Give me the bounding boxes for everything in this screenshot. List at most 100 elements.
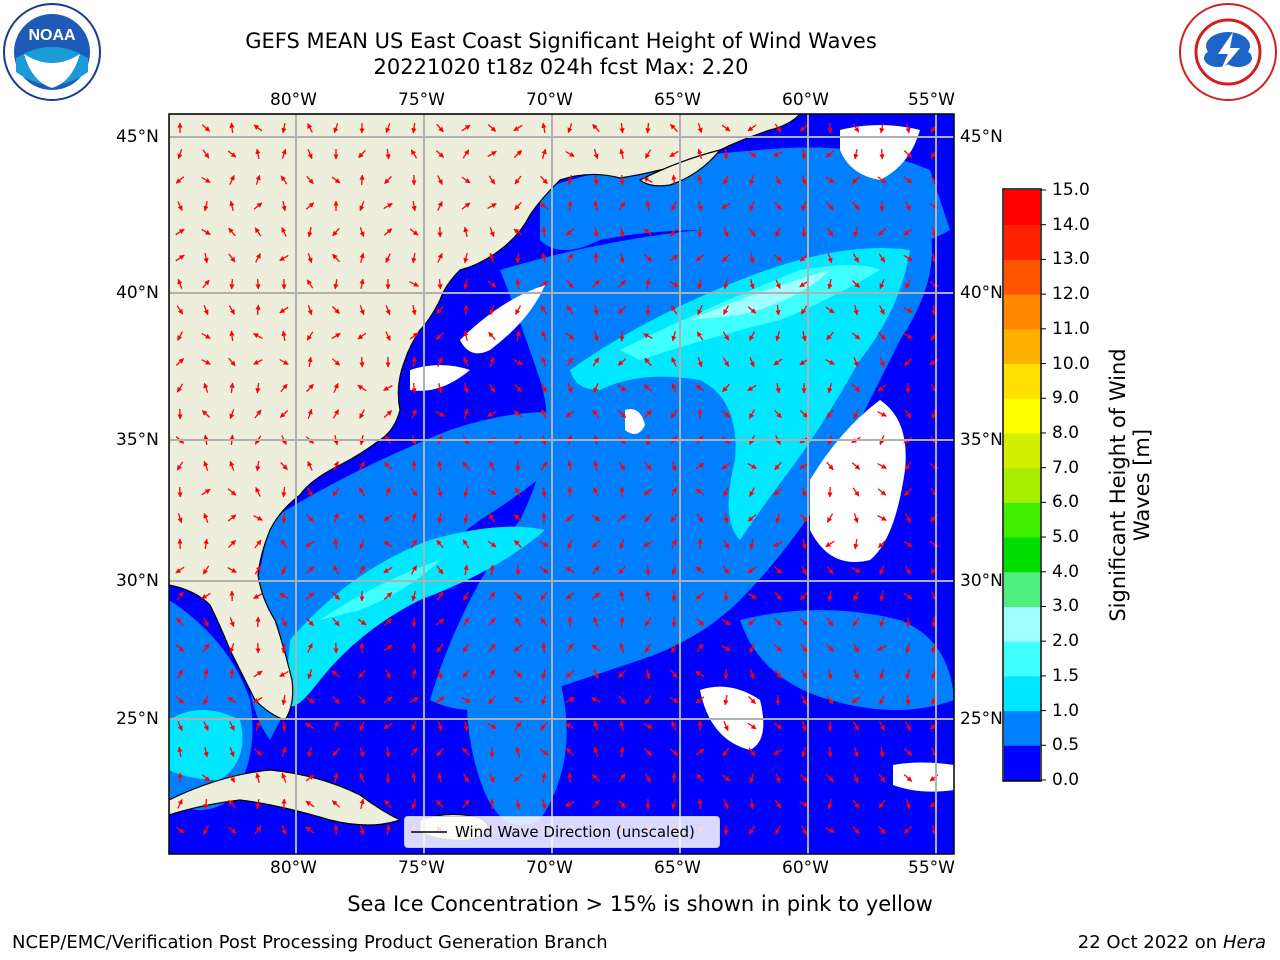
wave-arrow bbox=[696, 513, 704, 523]
wave-arrow bbox=[853, 538, 859, 550]
wave-arrow bbox=[358, 149, 366, 159]
lat-tick-left: 35°N bbox=[116, 430, 159, 450]
wave-arrow bbox=[618, 461, 626, 471]
wave-arrow bbox=[541, 226, 547, 238]
wave-arrow bbox=[593, 331, 599, 342]
wave-arrow bbox=[722, 565, 730, 575]
wave-arrow bbox=[255, 798, 261, 810]
wave-arrow bbox=[644, 149, 652, 159]
wave-arrow bbox=[617, 514, 627, 522]
wave-arrow bbox=[749, 331, 755, 341]
wave-arrow bbox=[671, 564, 677, 576]
wave-arrow bbox=[879, 122, 885, 134]
wave-arrow bbox=[905, 201, 911, 212]
wave-arrow bbox=[307, 253, 313, 264]
wave-arrow bbox=[592, 279, 600, 289]
wave-arrow bbox=[488, 695, 496, 705]
wave-arrow bbox=[722, 539, 730, 549]
wave-arrow bbox=[697, 226, 703, 238]
wave-arrow bbox=[591, 514, 601, 522]
wave-arrow bbox=[410, 747, 418, 757]
wave-arrow bbox=[618, 565, 626, 575]
wave-arrow bbox=[799, 280, 809, 288]
wave-arrow bbox=[775, 279, 781, 289]
wave-arrow bbox=[307, 669, 313, 680]
wave-arrow bbox=[201, 774, 211, 782]
lat-tick-left: 25°N bbox=[116, 709, 159, 729]
wave-arrow bbox=[281, 772, 287, 783]
wave-arrow bbox=[436, 591, 444, 601]
wave-arrow bbox=[306, 279, 314, 289]
wave-arrow bbox=[879, 148, 885, 160]
wave-arrow bbox=[177, 278, 183, 289]
wave-arrow bbox=[567, 383, 573, 394]
wave-arrow bbox=[229, 747, 235, 758]
wave-arrow bbox=[539, 748, 549, 756]
footer-left: NCEP/EMC/Verification Post Processing Pr… bbox=[12, 932, 608, 953]
wave-arrow bbox=[437, 356, 443, 367]
wave-arrow bbox=[931, 825, 937, 836]
wave-arrow bbox=[437, 772, 443, 783]
wave-arrow bbox=[695, 384, 705, 392]
wave-arrow bbox=[852, 487, 860, 497]
wave-arrow bbox=[176, 669, 184, 679]
wave-arrow bbox=[877, 384, 887, 392]
wave-arrow bbox=[462, 461, 470, 471]
wave-arrow bbox=[383, 202, 393, 210]
wave-arrow bbox=[825, 644, 835, 652]
colorbar-segment bbox=[1004, 363, 1040, 399]
wave-arrow bbox=[593, 669, 599, 679]
wave-arrow bbox=[229, 200, 235, 211]
wave-arrow bbox=[359, 252, 365, 263]
wave-arrow bbox=[645, 122, 651, 134]
colorbar-segment bbox=[1004, 328, 1040, 365]
wave-arrow bbox=[801, 565, 807, 575]
wave-arrow bbox=[903, 748, 913, 756]
wave-arrow bbox=[281, 825, 287, 836]
wave-arrow bbox=[281, 122, 287, 134]
colorbar-tick-label: 12.0 bbox=[1052, 284, 1090, 305]
wave-arrow bbox=[488, 175, 496, 185]
wave-arrow bbox=[305, 696, 315, 704]
wave-arrow bbox=[176, 461, 184, 471]
wave-arrow bbox=[749, 201, 755, 212]
wave-arrow bbox=[513, 150, 523, 158]
wave-arrow bbox=[799, 254, 809, 262]
wave-arrow bbox=[669, 254, 679, 262]
wave-arrow bbox=[227, 826, 237, 834]
wave-arrow bbox=[515, 746, 521, 757]
wave-arrow bbox=[670, 227, 678, 237]
wave-arrow bbox=[279, 254, 289, 262]
wave-arrow bbox=[411, 382, 417, 394]
wave-arrow bbox=[775, 304, 781, 316]
colorbar-tick-label: 5.0 bbox=[1052, 527, 1080, 548]
wave-arrow bbox=[645, 590, 651, 601]
wave-arrow bbox=[437, 668, 443, 680]
colorbar-segment bbox=[1004, 502, 1040, 538]
wave-arrow bbox=[229, 330, 235, 342]
wave-arrow bbox=[435, 800, 445, 808]
wave-arrow bbox=[255, 487, 261, 497]
lat-tick-right: 45°N bbox=[960, 127, 1003, 147]
wave-arrow bbox=[409, 228, 419, 236]
wave-arrow bbox=[176, 305, 184, 315]
sea-ice-note: Sea Ice Concentration > 15% is shown in … bbox=[347, 892, 933, 916]
wave-arrow bbox=[748, 747, 756, 757]
wave-arrow bbox=[332, 409, 340, 419]
lat-tick-right: 25°N bbox=[960, 709, 1003, 729]
wave-arrow bbox=[227, 150, 237, 158]
wave-arrow bbox=[281, 565, 287, 575]
wave-arrow bbox=[229, 382, 235, 394]
wave-arrow bbox=[697, 305, 703, 316]
wave-arrow bbox=[281, 617, 287, 627]
wave-arrow bbox=[697, 148, 703, 159]
wave-arrow bbox=[851, 567, 861, 573]
lon-tick-bottom: 75°W bbox=[398, 858, 445, 878]
wave-arrow bbox=[255, 278, 261, 290]
wave-arrow bbox=[695, 748, 705, 756]
wave-arrow bbox=[255, 253, 261, 263]
wave-arrow bbox=[877, 488, 887, 496]
wave-arrow bbox=[617, 306, 627, 314]
wave-arrow bbox=[175, 358, 185, 366]
chart-subtitle: 20221020 t18z 024h fcst Max: 2.20 bbox=[373, 55, 749, 79]
